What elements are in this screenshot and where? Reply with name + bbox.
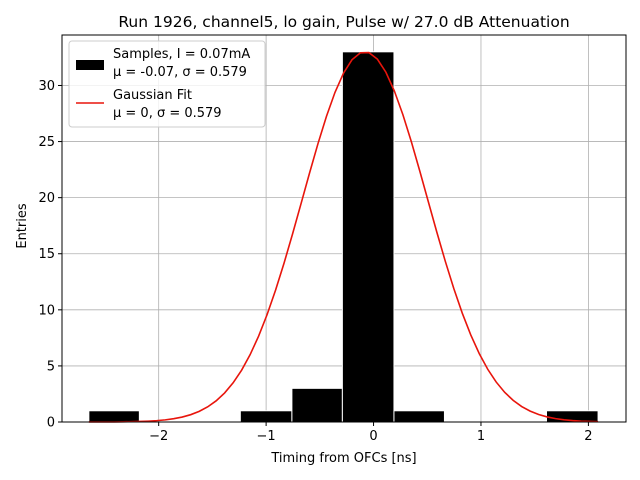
y-tick-label: 20 [38,191,55,206]
histogram-bar [291,387,343,423]
legend-box [68,40,266,128]
legend-label-samples: Samples, I = 0.07mA [113,47,250,62]
x-axis-ticks: −2 −1 0 1 2 [149,422,593,444]
gaussian-fit-line [88,51,599,423]
legend: Samples, I = 0.07mA μ = -0.07, σ = 0.579… [68,40,266,128]
histogram-bar [239,410,293,423]
y-axis-label: Entries [15,203,30,249]
x-tick-label: 2 [584,429,592,444]
y-tick-label: 10 [38,303,55,318]
histogram-bars [88,51,599,423]
x-tick-label: 1 [477,429,485,444]
x-tick-label: −1 [257,429,276,444]
y-tick-label: 15 [38,247,55,262]
histogram-bar [88,410,140,423]
y-axis-ticks: 0 5 10 15 20 25 30 [38,79,62,431]
plot-frame [61,34,627,423]
y-tick-label: 5 [47,359,55,374]
x-tick-label: −2 [149,429,168,444]
legend-swatch-samples [76,60,104,70]
y-tick-label: 0 [47,416,55,431]
legend-stats-samples: μ = -0.07, σ = 0.579 [113,65,247,80]
y-tick-label: 30 [38,79,55,94]
chart-title: Run 1926, channel5, lo gain, Pulse w/ 27… [118,13,569,31]
y-tick-label: 25 [38,135,55,150]
x-tick-label: 0 [369,429,377,444]
histogram-bar [341,51,395,423]
legend-stats-fit: μ = 0, σ = 0.579 [113,106,222,121]
x-axis-label: Timing from OFCs [ns] [270,451,416,466]
legend-label-fit: Gaussian Fit [113,88,192,103]
histogram-bar [393,410,445,423]
